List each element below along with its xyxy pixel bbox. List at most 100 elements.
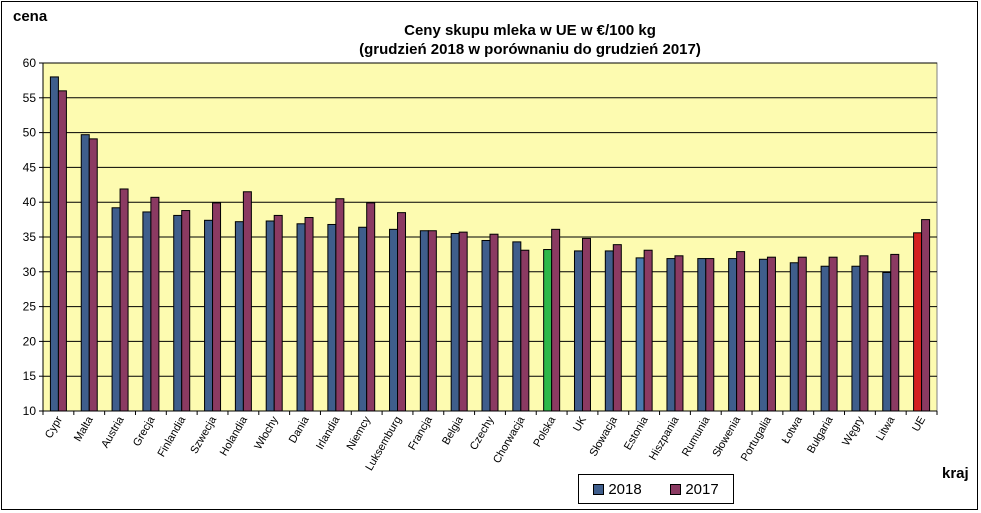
bar-2017-5 <box>212 202 222 412</box>
bar-2017-13 <box>458 231 468 412</box>
x-tick-label: Niemcy <box>345 414 374 452</box>
bar-2018-26 <box>851 265 861 412</box>
bar-2017-7 <box>273 214 283 412</box>
legend-item-2017: 2017 <box>670 480 719 498</box>
bar-2017-6 <box>242 191 252 412</box>
y-tick-label: 20 <box>23 334 37 348</box>
bar-2018-25 <box>820 265 830 412</box>
bar-2018-7 <box>265 220 275 412</box>
bar-2017-23 <box>766 256 776 412</box>
legend: 2018 2017 <box>578 474 734 504</box>
bar-2017-26 <box>859 255 869 412</box>
bar-2018-5 <box>204 219 214 412</box>
bar-2017-19 <box>643 249 653 412</box>
x-tick-label: Irlandia <box>314 414 343 452</box>
legend-swatch-2018 <box>593 483 605 495</box>
x-tick-label: Portugalia <box>739 414 775 464</box>
bar-2017-16 <box>551 228 561 412</box>
y-tick-label: 45 <box>23 160 37 174</box>
x-tick-label: Szwecja <box>188 414 219 456</box>
x-tick-label: Grecja <box>131 414 158 449</box>
bar-2018-20 <box>666 258 676 412</box>
bar-2017-22 <box>736 251 746 412</box>
legend-swatch-2017 <box>670 483 682 495</box>
bar-2018-4 <box>173 214 183 412</box>
bar-2017-11 <box>397 212 407 412</box>
x-tick-label: Słowacja <box>588 414 621 459</box>
bar-2017-21 <box>705 258 715 412</box>
bar-2018-28 <box>913 232 923 412</box>
y-tick-label: 15 <box>23 369 37 383</box>
chart-title: Ceny skupu mleka w UE w €/100 kg <box>404 22 656 39</box>
bar-2017-10 <box>366 202 376 412</box>
x-tick-label: Cypr <box>43 414 65 440</box>
y-tick-label: 55 <box>23 91 37 105</box>
x-axis-label: kraj <box>942 465 969 482</box>
bar-2018-3 <box>142 211 152 412</box>
bar-2018-27 <box>882 271 892 412</box>
x-tick-label: UE <box>910 415 928 434</box>
legend-label-2017: 2017 <box>685 480 719 498</box>
x-tick-label: Francja <box>406 414 435 453</box>
y-tick-label: 60 <box>23 56 37 70</box>
x-tick-label: Malta <box>72 414 96 444</box>
y-tick-label: 40 <box>23 195 37 209</box>
bar-2018-11 <box>389 228 399 412</box>
x-tick-label: Słowenia <box>711 414 744 459</box>
bar-2017-12 <box>427 230 437 412</box>
x-tick-label: Dania <box>287 414 312 446</box>
bar-2017-4 <box>181 210 191 412</box>
bar-2017-27 <box>890 253 900 412</box>
bar-2018-18 <box>604 250 614 412</box>
y-axis-label: cena <box>13 8 48 25</box>
bar-2017-2 <box>119 188 129 412</box>
bar-2018-23 <box>758 258 768 412</box>
bar-2018-12 <box>419 230 429 412</box>
legend-label-2018: 2018 <box>608 480 642 498</box>
y-tick-label: 50 <box>23 126 37 140</box>
y-tick-label: 35 <box>23 230 37 244</box>
bar-2018-13 <box>450 233 460 412</box>
bar-2017-25 <box>828 256 838 412</box>
x-tick-label: Chorwacja <box>491 414 528 466</box>
bar-2017-3 <box>150 196 160 412</box>
x-tick-label: Bułgaria <box>805 414 836 456</box>
x-tick-label: Węgry <box>840 414 867 448</box>
y-tick-label: 30 <box>23 265 37 279</box>
bar-2018-10 <box>358 226 368 412</box>
bar-2018-15 <box>512 241 522 412</box>
x-tick-label: Litwa <box>874 414 898 443</box>
bar-2017-1 <box>88 138 98 412</box>
x-tick-label: Rumunia <box>680 414 713 459</box>
x-tick-label: Czechy <box>468 414 497 452</box>
bar-2018-0 <box>49 76 59 412</box>
x-tick-label: Holandia <box>218 414 251 458</box>
x-tick-label: Finlandia <box>156 414 189 459</box>
x-tick-label: Polska <box>531 414 558 449</box>
bar-2017-28 <box>921 219 931 412</box>
x-tick-label: Belgia <box>440 414 466 447</box>
bar-2017-24 <box>797 256 807 412</box>
bar-2017-20 <box>674 255 684 412</box>
bar-2018-9 <box>327 223 337 412</box>
legend-item-2018: 2018 <box>593 480 642 498</box>
bar-2018-2 <box>111 207 121 412</box>
bar-2018-16 <box>543 249 553 412</box>
bar-2017-15 <box>520 249 530 412</box>
x-tick-label: Estonia <box>622 414 651 453</box>
bar-2017-8 <box>304 217 314 412</box>
bar-2018-21 <box>697 258 707 412</box>
bar-2018-14 <box>481 239 491 412</box>
bar-2017-17 <box>581 237 591 412</box>
x-tick-label: Austria <box>99 414 127 450</box>
chart-subtitle: (grudzień 2018 w porównaniu do grudzień … <box>359 41 701 58</box>
bar-2018-8 <box>296 223 306 412</box>
bar-2017-0 <box>57 90 67 412</box>
bar-2017-9 <box>335 198 345 412</box>
x-tick-label: UK <box>571 414 589 434</box>
bar-2018-6 <box>234 221 244 412</box>
x-tick-label: Łotwa <box>780 414 806 446</box>
bar-2018-19 <box>635 257 645 412</box>
bar-2018-22 <box>728 258 738 412</box>
